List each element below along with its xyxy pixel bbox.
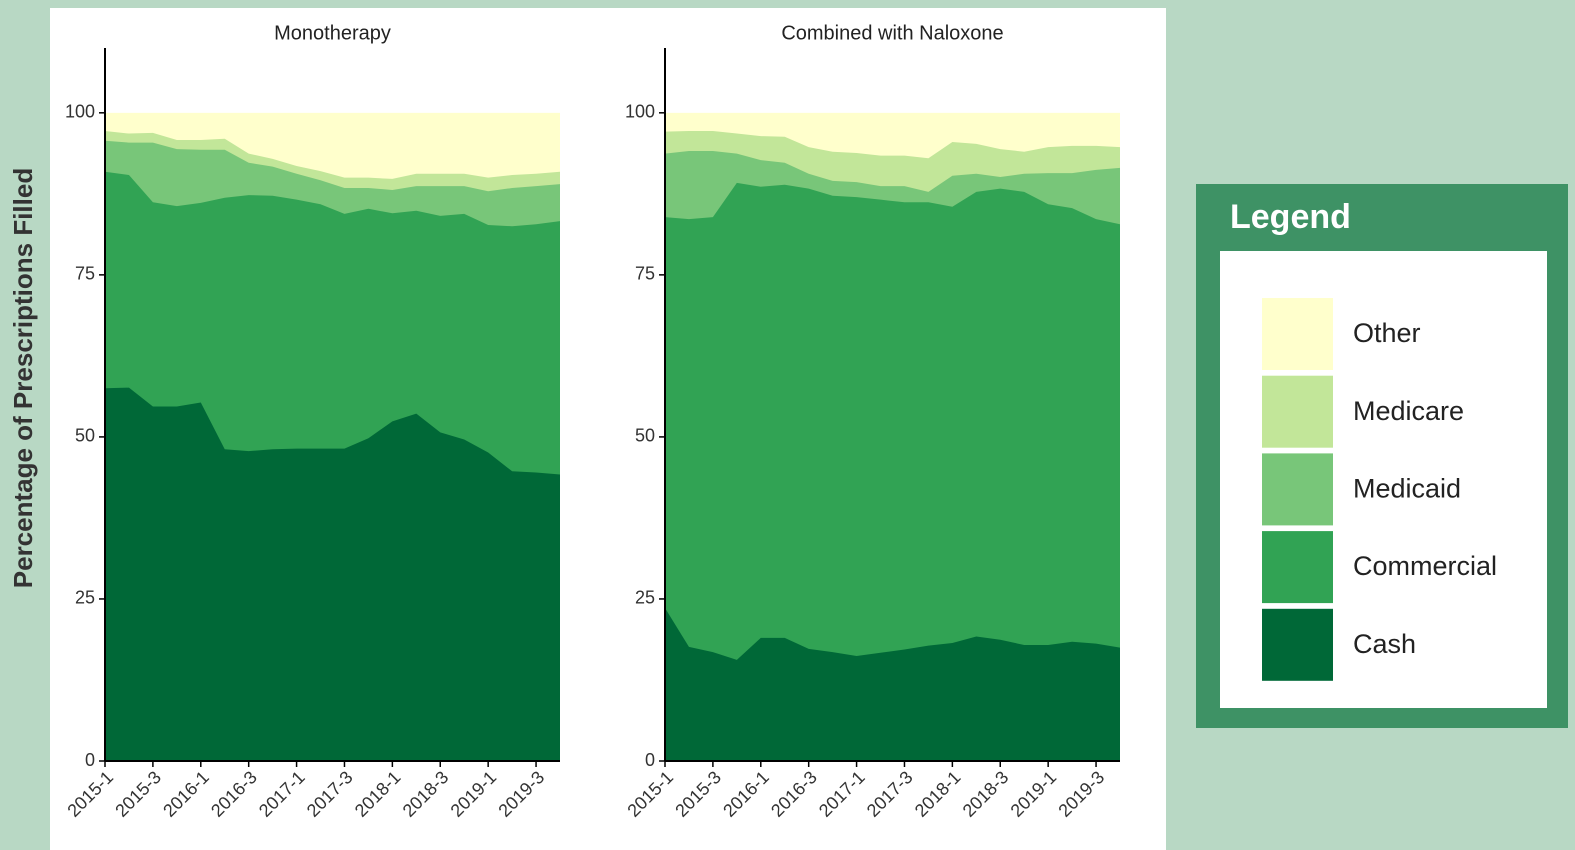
y-tick-label: 50 — [635, 426, 655, 446]
area — [105, 387, 560, 761]
y-tick-label: 0 — [645, 750, 655, 770]
legend-swatch — [1262, 453, 1333, 526]
y-tick-label: 25 — [75, 588, 95, 608]
panel-title: Combined with Naloxone — [781, 22, 1003, 44]
legend-label: Cash — [1353, 629, 1416, 659]
y-tick-label: 75 — [75, 264, 95, 284]
y-tick-label: 75 — [635, 264, 655, 284]
y-tick-label: 100 — [625, 102, 655, 122]
legend-swatch — [1262, 608, 1333, 681]
y-tick-label: 100 — [65, 102, 95, 122]
y-axis-label: Percentage of Prescriptions Filled — [8, 168, 38, 588]
legend-title: Legend — [1230, 198, 1351, 236]
legend-label: Commercial — [1353, 551, 1497, 581]
y-tick-label: 25 — [635, 588, 655, 608]
legend-label: Medicare — [1353, 396, 1464, 426]
y-tick-label: 50 — [75, 426, 95, 446]
legend-swatch — [1262, 375, 1333, 448]
legend-label: Other — [1353, 318, 1421, 348]
legend-swatch — [1262, 531, 1333, 604]
panel-title: Monotherapy — [274, 22, 391, 44]
legend-label: Medicaid — [1353, 474, 1461, 504]
area — [665, 182, 1120, 761]
legend-swatch — [1262, 298, 1333, 370]
area — [665, 608, 1120, 761]
y-tick-label: 0 — [85, 750, 95, 770]
